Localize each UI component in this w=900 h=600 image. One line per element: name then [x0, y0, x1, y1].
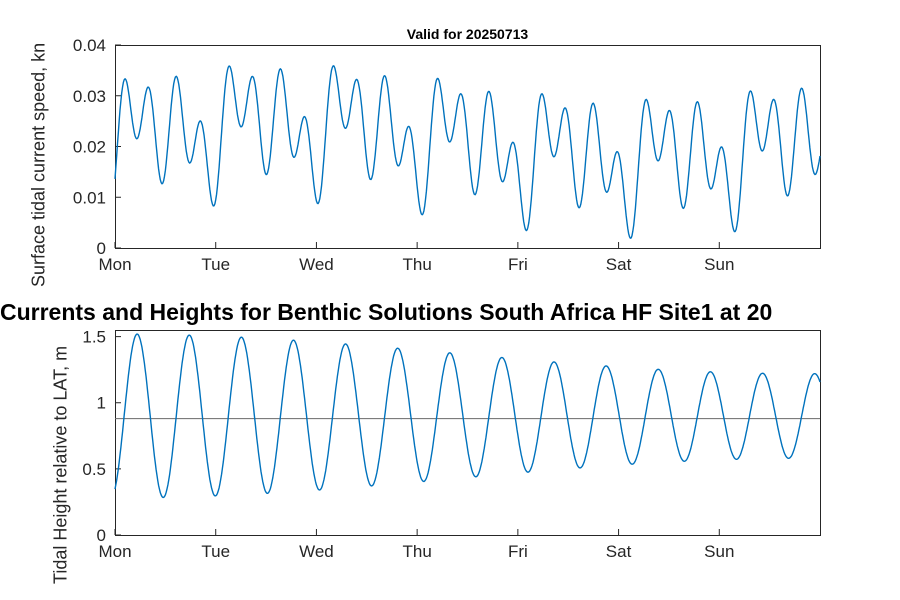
- x-tick-label: Sat: [606, 255, 632, 274]
- top-plot-title: Valid for 20250713: [406, 26, 529, 42]
- top-y-axis-label: Surface tidal current speed, kn: [28, 42, 49, 288]
- bottom-y-axis-label: Tidal Height relative to LAT, m: [50, 345, 71, 585]
- y-tick-label: 0.01: [73, 188, 106, 207]
- x-tick-label: Fri: [508, 542, 528, 561]
- x-tick-label: Sun: [704, 542, 734, 561]
- y-tick-label: 0.03: [73, 87, 106, 106]
- x-tick-label: Tue: [201, 255, 230, 274]
- x-tick-label: Thu: [402, 542, 431, 561]
- y-tick-label: 0: [97, 526, 106, 545]
- y-tick-label: 0: [97, 239, 106, 258]
- axes-box: [115, 330, 821, 536]
- y-tick-label: 1: [97, 394, 106, 413]
- x-tick-label: Wed: [299, 542, 334, 561]
- x-tick-label: Mon: [98, 255, 131, 274]
- y-tick-label: 0.04: [73, 36, 106, 55]
- figure-title: Currents and Heights for Benthic Solutio…: [0, 299, 773, 325]
- y-tick-label: 0.5: [82, 460, 106, 479]
- x-tick-label: Mon: [98, 542, 131, 561]
- y-tick-label: 1.5: [82, 328, 106, 347]
- x-tick-label: Wed: [299, 255, 334, 274]
- x-tick-label: Sun: [704, 255, 734, 274]
- series-tidal-height: [114, 333, 821, 499]
- x-tick-label: Tue: [201, 542, 230, 561]
- y-tick-label: 0.02: [73, 138, 106, 157]
- x-tick-label: Fri: [508, 255, 528, 274]
- series-surface-tidal-current-speed: [114, 65, 821, 239]
- x-tick-label: Sat: [606, 542, 632, 561]
- x-tick-label: Thu: [402, 255, 431, 274]
